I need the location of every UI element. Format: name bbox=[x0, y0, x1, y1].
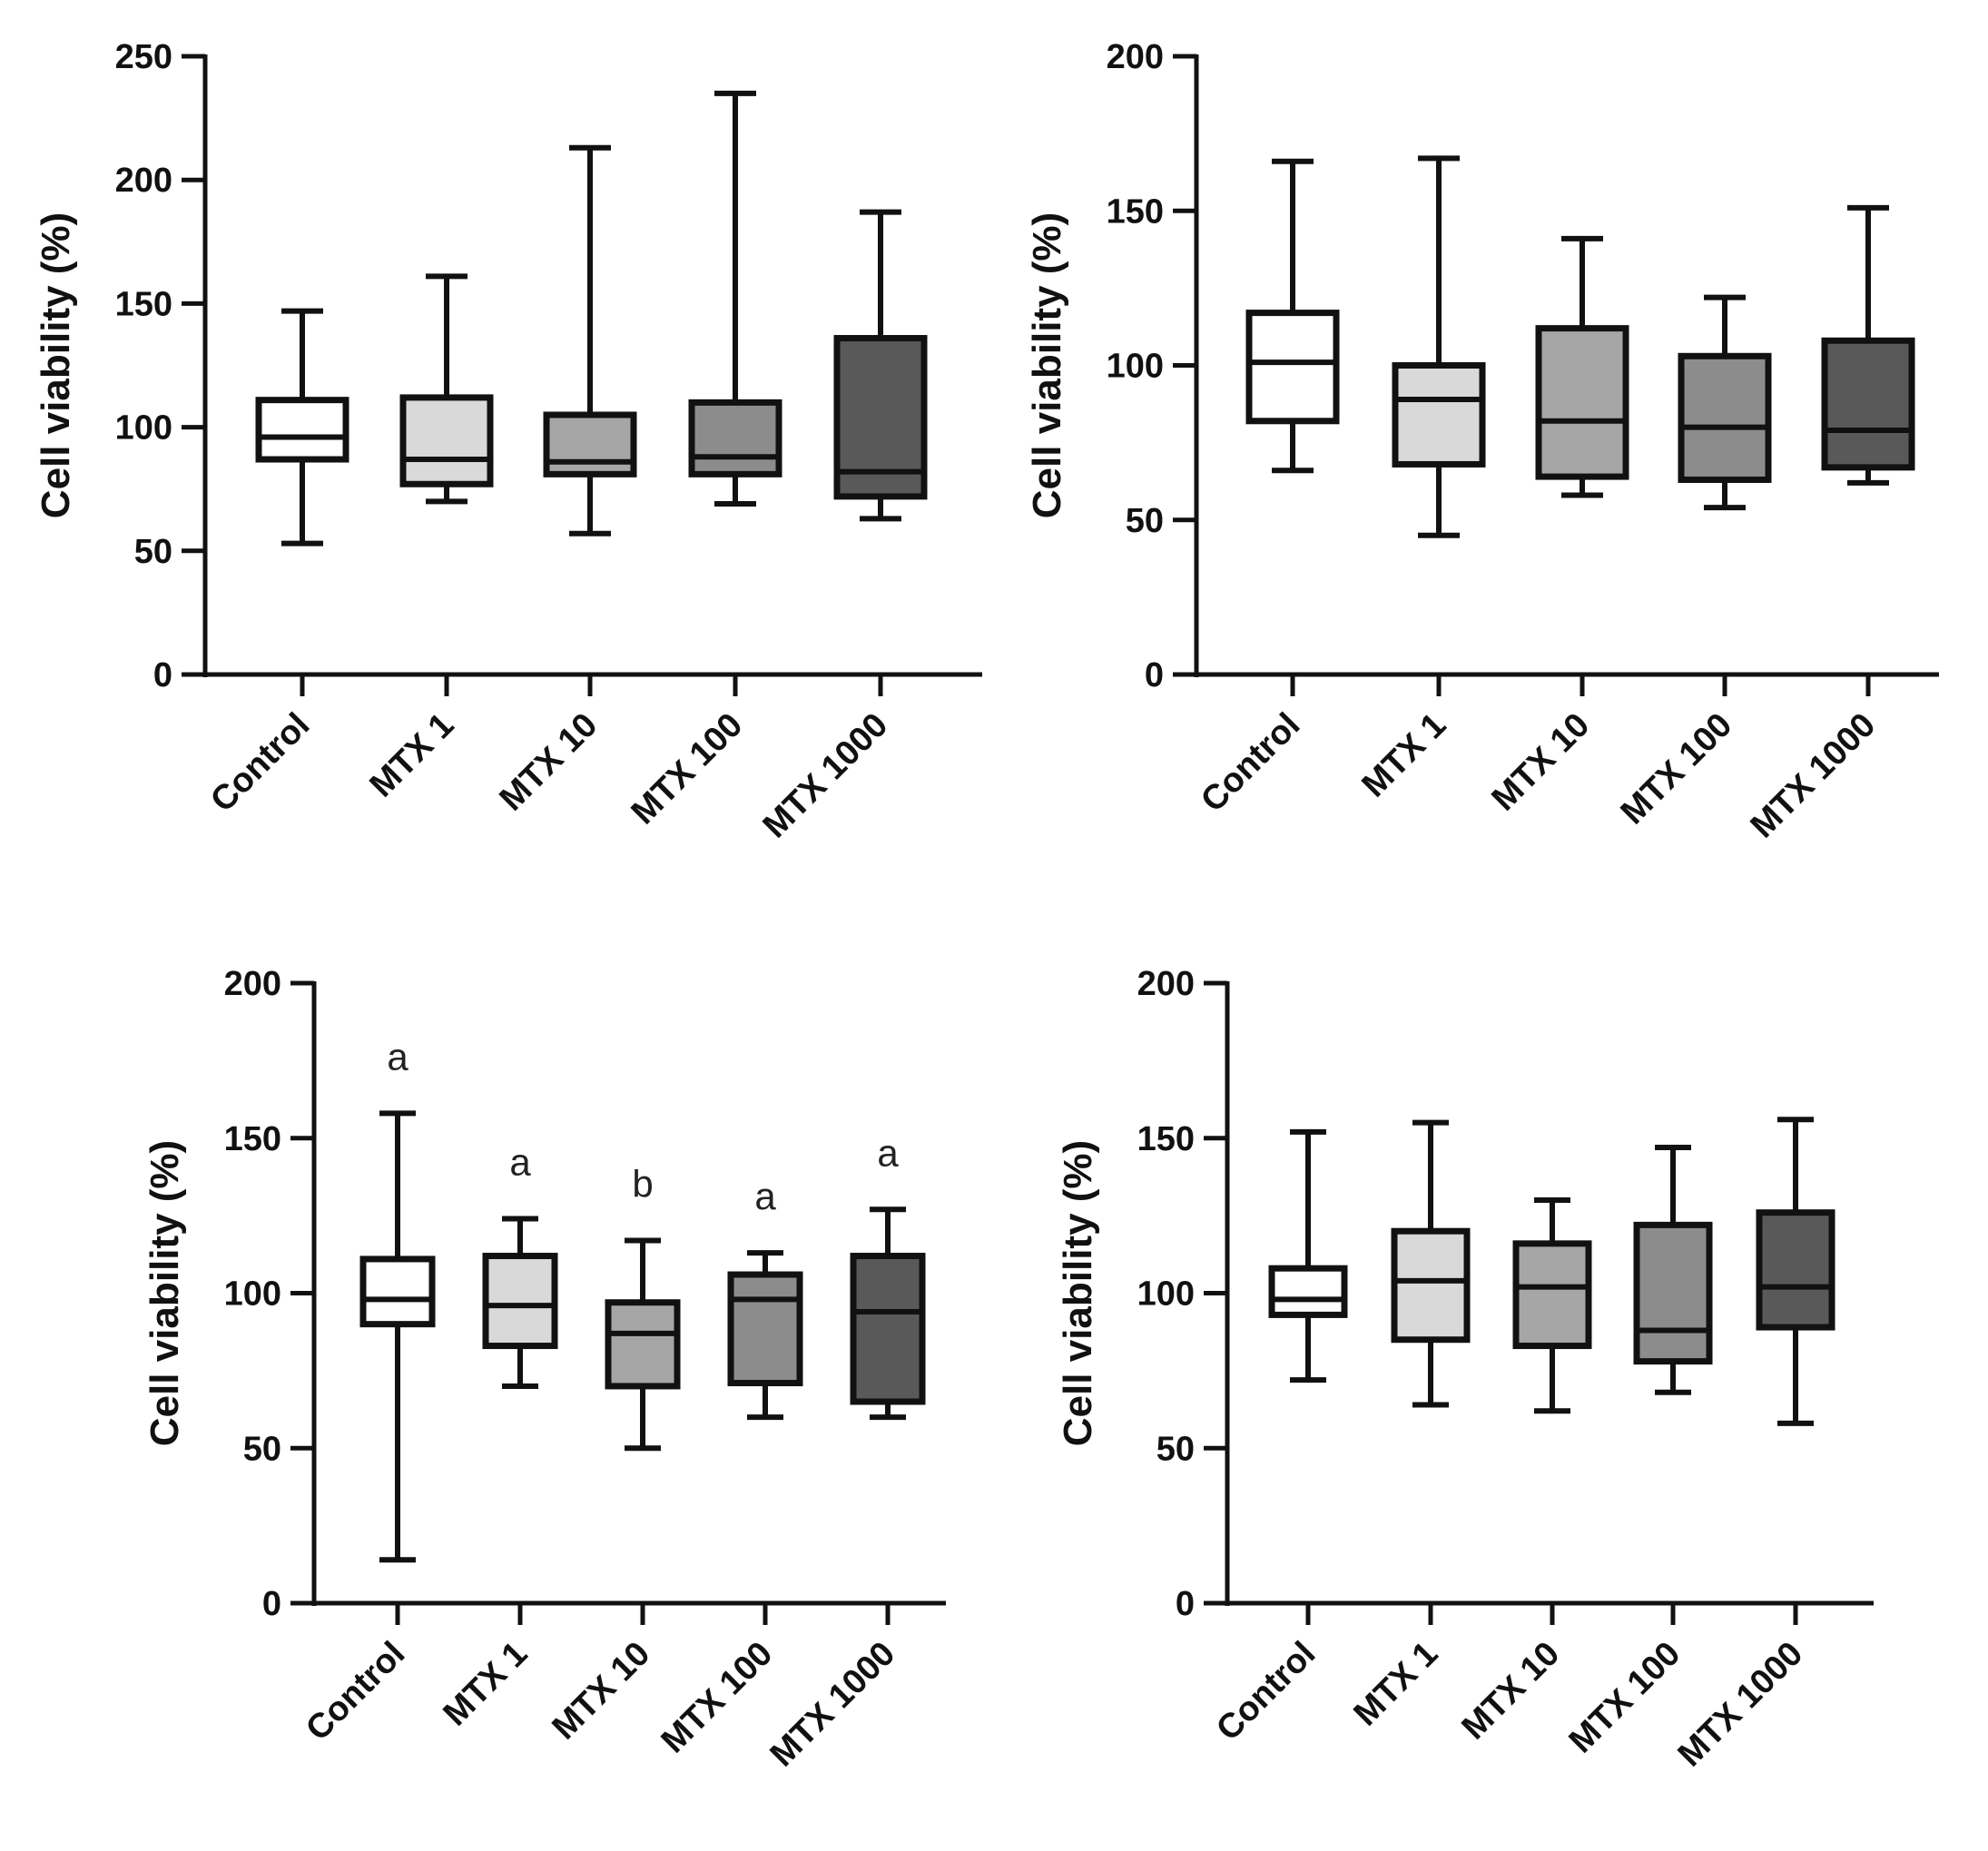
iqr-box bbox=[1633, 1221, 1713, 1365]
box-mtx-1: MTX 1 bbox=[1355, 155, 1486, 805]
x-category-label: Control bbox=[299, 1635, 412, 1748]
x-category-label: MTX 1 bbox=[437, 1635, 536, 1734]
x-category-label: MTX 10 bbox=[1485, 706, 1598, 819]
x-category-label: MTX 1 bbox=[1355, 706, 1454, 805]
iqr-box bbox=[255, 397, 349, 463]
x-category-label: Control bbox=[1209, 1635, 1323, 1748]
chart-panel-top-left: 0 50 100 150 200 250 Cell viability (%) Control… bbox=[34, 38, 982, 845]
x-category-label: MTX 100 bbox=[1562, 1635, 1688, 1761]
y-tick-label: 150 bbox=[115, 285, 172, 323]
iqr-box bbox=[605, 1299, 681, 1390]
significance-letter: a bbox=[877, 1131, 899, 1174]
y-tick-label: 0 bbox=[1145, 656, 1164, 694]
y-tick-label: 50 bbox=[1156, 1430, 1195, 1468]
iqr-box bbox=[1392, 362, 1486, 468]
iqr-box bbox=[1678, 352, 1772, 483]
iqr-box bbox=[1535, 325, 1629, 480]
y-tick-label: 50 bbox=[243, 1430, 281, 1468]
box-mtx-1: MTX 1 a bbox=[437, 1141, 558, 1734]
box-control: Control bbox=[1194, 158, 1340, 820]
y-tick-label: 100 bbox=[1107, 348, 1164, 386]
x-category-label: MTX 100 bbox=[654, 1635, 781, 1761]
y-tick-label: 200 bbox=[1107, 38, 1164, 76]
x-category-label: MTX 1 bbox=[1347, 1635, 1446, 1734]
y-tick-label: 200 bbox=[224, 965, 281, 1003]
y-tick-label: 250 bbox=[115, 38, 172, 76]
y-tick-label: 100 bbox=[1137, 1275, 1195, 1314]
y-tick-label: 200 bbox=[115, 162, 172, 200]
x-category-label: MTX 1 bbox=[363, 706, 462, 805]
iqr-box bbox=[482, 1253, 558, 1350]
x-category-label: MTX 1000 bbox=[1671, 1635, 1811, 1775]
box-mtx-10: MTX 10 bbox=[1485, 235, 1629, 819]
x-category-label: MTX 100 bbox=[1614, 706, 1740, 832]
box-mtx-1: MTX 1 bbox=[363, 273, 494, 805]
y-tick-label: 100 bbox=[115, 409, 172, 448]
x-category-label: MTX 1000 bbox=[763, 1635, 903, 1775]
box-mtx-1000: MTX 1000 bbox=[1744, 204, 1915, 846]
significance-letter: a bbox=[754, 1175, 776, 1217]
y-tick-label: 50 bbox=[1126, 502, 1164, 540]
x-category-label: MTX 10 bbox=[546, 1635, 658, 1748]
x-category-label: Control bbox=[1194, 706, 1307, 820]
chart-panel-top-right: 0 50 100 150 200 Cell viability (%) Control MTX… bbox=[1025, 38, 1939, 845]
box-mtx-10: MTX 10 b bbox=[546, 1162, 681, 1748]
y-axis-title: Cell viability (%) bbox=[1025, 212, 1069, 518]
y-axis-title: Cell viability (%) bbox=[143, 1140, 187, 1446]
y-tick-label: 100 bbox=[224, 1275, 281, 1314]
x-category-label: Control bbox=[203, 706, 317, 820]
iqr-box bbox=[543, 411, 637, 478]
significance-letter: a bbox=[387, 1035, 408, 1078]
box-control: Control a bbox=[299, 1035, 436, 1748]
iqr-box bbox=[1245, 310, 1340, 425]
box-mtx-1000: MTX 1000 bbox=[756, 209, 928, 846]
iqr-box bbox=[850, 1253, 926, 1405]
box-mtx-1000: MTX 1000 bbox=[1671, 1117, 1835, 1775]
box-mtx-100: MTX 100 bbox=[1614, 294, 1772, 832]
iqr-box bbox=[1821, 337, 1915, 471]
x-category-label: MTX 1000 bbox=[756, 706, 896, 846]
y-tick-label: 150 bbox=[1137, 1120, 1195, 1158]
iqr-box bbox=[399, 394, 494, 487]
y-tick-label: 0 bbox=[153, 656, 172, 694]
box-mtx-100: MTX 100 bbox=[1562, 1144, 1713, 1761]
significance-letter: b bbox=[632, 1162, 653, 1205]
iqr-box bbox=[1756, 1209, 1835, 1331]
iqr-box bbox=[1512, 1240, 1592, 1350]
box-mtx-100: MTX 100 a bbox=[654, 1175, 803, 1761]
y-axis-title: Cell viability (%) bbox=[1056, 1140, 1100, 1446]
box-mtx-1000: MTX 1000 a bbox=[763, 1131, 926, 1775]
x-category-label: MTX 1000 bbox=[1744, 706, 1884, 846]
box-mtx-10: MTX 10 bbox=[1455, 1197, 1592, 1748]
y-tick-label: 0 bbox=[262, 1585, 281, 1623]
y-tick-label: 50 bbox=[134, 533, 172, 571]
box-mtx-1: MTX 1 bbox=[1347, 1119, 1471, 1734]
x-category-label: MTX 10 bbox=[493, 706, 605, 819]
y-tick-label: 0 bbox=[1176, 1585, 1195, 1623]
y-tick-label: 150 bbox=[224, 1120, 281, 1158]
iqr-box bbox=[688, 399, 782, 478]
iqr-box bbox=[727, 1271, 803, 1387]
x-category-label: MTX 10 bbox=[1455, 1635, 1568, 1748]
box-mtx-10: MTX 10 bbox=[493, 144, 637, 819]
box-control: Control bbox=[203, 308, 349, 820]
iqr-box bbox=[359, 1255, 436, 1328]
iqr-box bbox=[1391, 1227, 1471, 1344]
box-mtx-100: MTX 100 bbox=[625, 90, 782, 832]
y-axis-title: Cell viability (%) bbox=[34, 212, 78, 518]
y-tick-label: 200 bbox=[1137, 965, 1195, 1003]
y-tick-label: 150 bbox=[1107, 192, 1164, 231]
significance-letter: a bbox=[509, 1141, 531, 1184]
iqr-box bbox=[1268, 1265, 1348, 1318]
x-category-label: MTX 100 bbox=[625, 706, 751, 832]
